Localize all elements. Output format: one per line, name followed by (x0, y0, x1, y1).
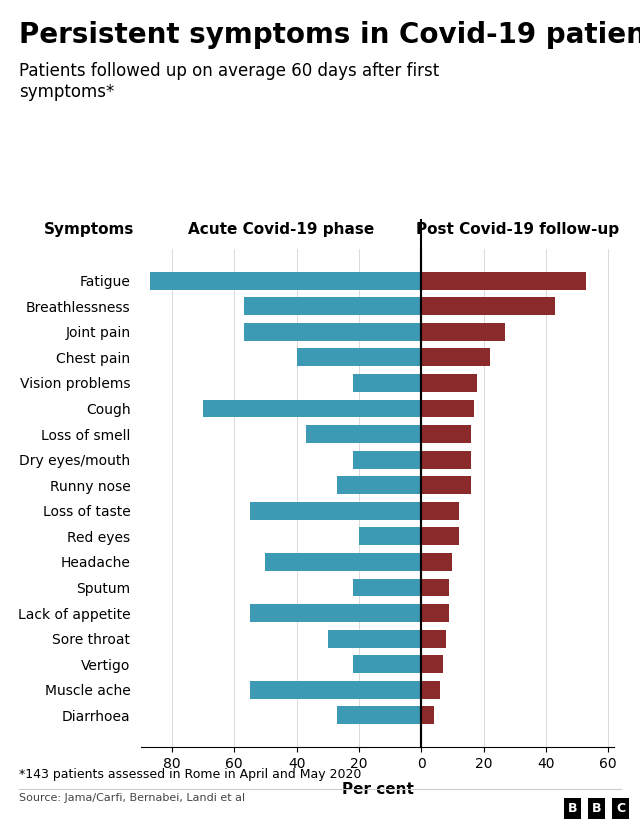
Bar (421, 297, 555, 315)
Bar (150, 271, 421, 290)
Bar (359, 527, 421, 545)
Bar (421, 630, 446, 647)
Bar (353, 656, 421, 673)
Text: Source: Jama/Carfi, Bernabei, Landi et al: Source: Jama/Carfi, Bernabei, Landi et a… (19, 793, 245, 803)
Text: *143 patients assessed in Rome in April and May 2020: *143 patients assessed in Rome in April … (19, 768, 362, 781)
Bar (250, 604, 421, 622)
Bar (421, 527, 459, 545)
Bar (421, 579, 449, 597)
Bar (421, 374, 477, 392)
Bar (353, 451, 421, 469)
Bar (337, 476, 421, 494)
X-axis label: Per cent: Per cent (342, 782, 413, 797)
Bar (296, 349, 421, 366)
Bar (328, 630, 421, 647)
Bar (421, 323, 506, 340)
Bar (421, 553, 452, 571)
Text: Patients followed up on average 60 days after first
symptoms*: Patients followed up on average 60 days … (19, 62, 440, 101)
Bar (244, 323, 421, 340)
Bar (353, 374, 421, 392)
Bar (266, 553, 421, 571)
Bar (421, 451, 471, 469)
Bar (250, 681, 421, 699)
Bar (421, 349, 490, 366)
Text: Symptoms: Symptoms (44, 222, 134, 237)
Bar (306, 425, 421, 443)
Bar (421, 476, 471, 494)
Bar (337, 706, 421, 725)
Bar (421, 604, 449, 622)
Text: Persistent symptoms in Covid-19 patients: Persistent symptoms in Covid-19 patients (19, 21, 640, 49)
Bar (421, 656, 443, 673)
Text: B: B (568, 802, 577, 815)
Bar (421, 425, 471, 443)
Text: C: C (616, 802, 625, 815)
Bar (421, 706, 434, 725)
Text: B: B (592, 802, 601, 815)
Bar (421, 502, 459, 520)
Bar (244, 297, 421, 315)
Bar (421, 681, 440, 699)
Bar (203, 399, 421, 417)
Text: Acute Covid-19 phase: Acute Covid-19 phase (188, 222, 374, 237)
Bar (250, 502, 421, 520)
Bar (421, 399, 474, 417)
Text: Post Covid-19 follow-up: Post Covid-19 follow-up (416, 222, 620, 237)
Bar (421, 271, 586, 290)
Bar (353, 579, 421, 597)
